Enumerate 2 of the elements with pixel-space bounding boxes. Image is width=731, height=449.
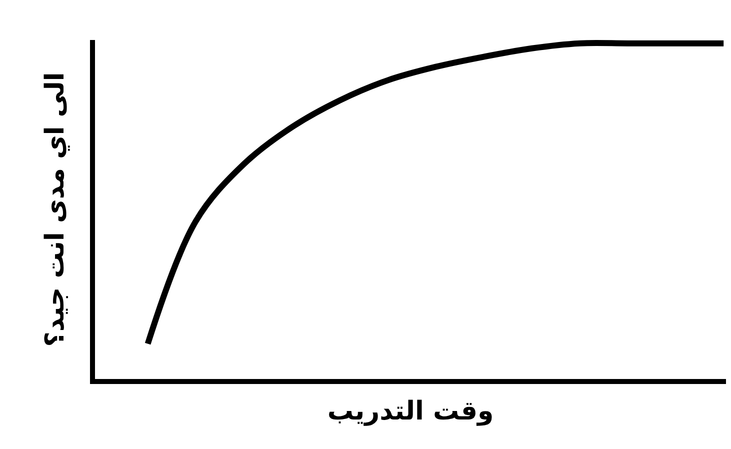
x-axis-title: وقت التدريب xyxy=(327,396,494,427)
y-axis-title: الى اي مدى انت جيد؟ xyxy=(40,72,70,347)
